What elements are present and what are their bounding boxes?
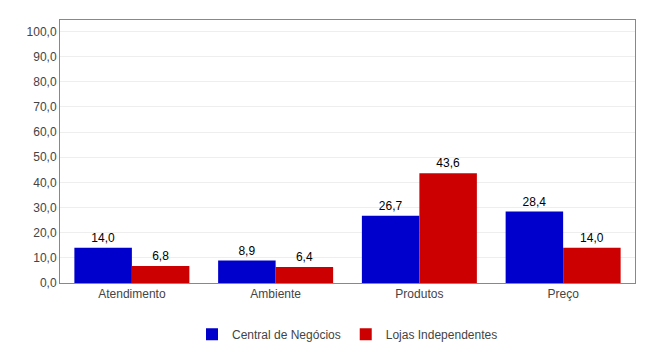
svg-text:Produtos: Produtos [395, 287, 443, 301]
svg-text:30,0: 30,0 [33, 201, 57, 215]
svg-text:80,0: 80,0 [33, 75, 57, 89]
svg-text:0,0: 0,0 [40, 276, 57, 290]
svg-text:100,0: 100,0 [27, 25, 57, 39]
svg-text:6,4: 6,4 [296, 250, 313, 264]
svg-text:70,0: 70,0 [33, 100, 57, 114]
svg-text:Preço: Preço [547, 287, 579, 301]
svg-text:40,0: 40,0 [33, 176, 57, 190]
svg-text:8,9: 8,9 [238, 244, 255, 258]
svg-text:14,0: 14,0 [91, 231, 115, 245]
svg-text:Lojas Independentes: Lojas Independentes [386, 328, 497, 342]
svg-text:20,0: 20,0 [33, 226, 57, 240]
svg-text:6,8: 6,8 [152, 249, 169, 263]
svg-text:43,6: 43,6 [436, 156, 460, 170]
svg-text:50,0: 50,0 [33, 150, 57, 164]
svg-text:14,0: 14,0 [580, 231, 604, 245]
svg-text:60,0: 60,0 [33, 125, 57, 139]
svg-text:28,4: 28,4 [523, 195, 547, 209]
svg-text:26,7: 26,7 [379, 199, 403, 213]
svg-text:10,0: 10,0 [33, 251, 57, 265]
svg-text:Ambiente: Ambiente [250, 287, 301, 301]
svg-text:Atendimento: Atendimento [98, 287, 166, 301]
svg-text:Central de Negócios: Central de Negócios [232, 328, 341, 342]
svg-text:90,0: 90,0 [33, 50, 57, 64]
